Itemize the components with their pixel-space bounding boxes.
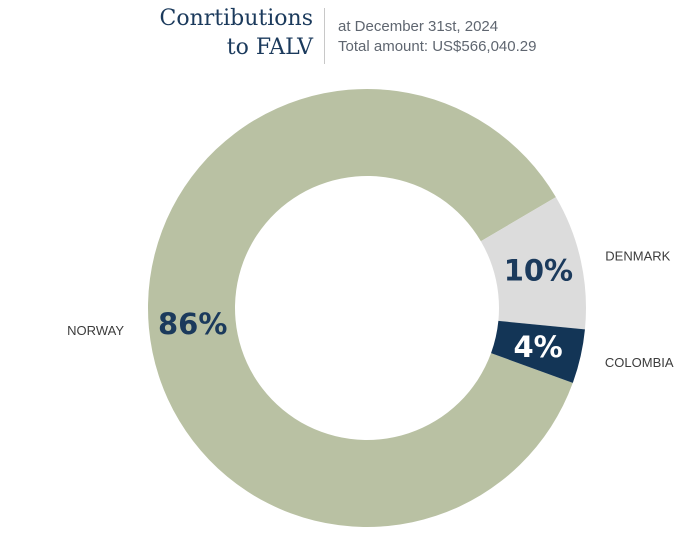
title-divider (324, 8, 325, 64)
title-line-1: Conrtibutions (159, 6, 313, 31)
donut-labels: 86% NORWAY 10% DENMARK 4% COLOMBIA (67, 249, 674, 370)
value-label-norway: 86% (158, 307, 227, 341)
slice-colombia (491, 320, 585, 383)
category-label-norway: NORWAY (67, 323, 124, 338)
category-label-denmark: DENMARK (605, 249, 670, 264)
value-label-colombia: 4% (514, 330, 563, 364)
slice-denmark (480, 197, 586, 330)
chart-subtitle: at December 31st, 2024 Total amount: US$… (338, 17, 536, 57)
slice-norway (147, 88, 573, 527)
subtitle-total: Total amount: US$566,040.29 (338, 38, 537, 55)
subtitle-date: at December 31st, 2024 (338, 18, 499, 35)
value-label-denmark: 10% (504, 253, 573, 287)
chart-title: Conrtibutions to FALV (160, 4, 313, 62)
donut-slices (147, 88, 586, 527)
category-label-colombia: COLOMBIA (605, 355, 674, 370)
title-line-2: to FALV (226, 35, 313, 60)
